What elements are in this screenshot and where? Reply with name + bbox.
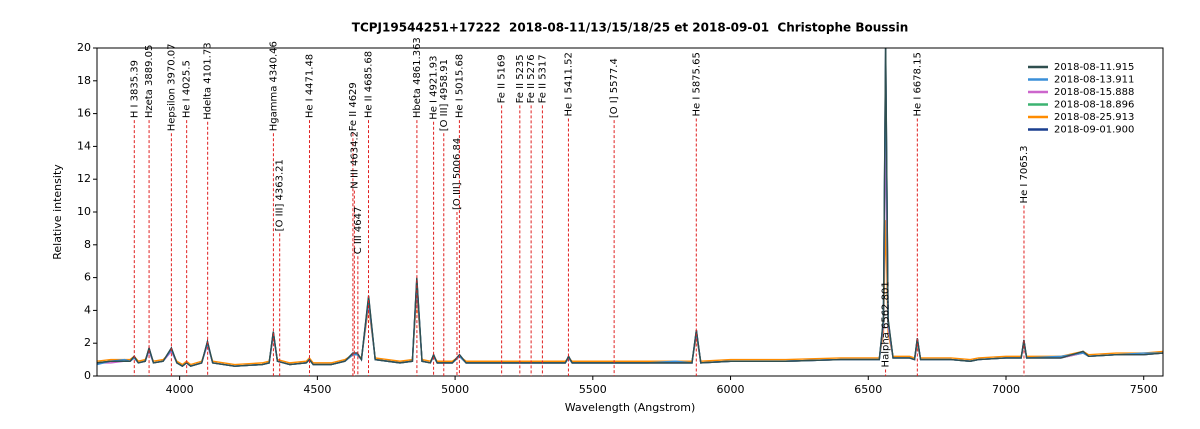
legend-label: 2018-08-13.911: [1054, 75, 1134, 86]
y-axis-label: Relative intensity: [51, 164, 64, 260]
y-tick-label: 10: [77, 205, 91, 218]
annotation-label: He I 5015.68: [454, 54, 465, 118]
x-tick-label: 5000: [441, 383, 469, 396]
annotation-label: [O III] 4958.91: [439, 59, 450, 131]
legend-label: 2018-08-18.896: [1054, 100, 1134, 111]
annotation-label: [O I] 5577.4: [609, 58, 620, 118]
spectrum-line: [97, 48, 1163, 368]
annotation-label: [O III] 4363.21: [275, 159, 286, 231]
annotation-label: Hbeta 4861.363: [412, 37, 423, 118]
y-tick-label: 2: [84, 336, 91, 349]
legend-label: 2018-08-25.913: [1054, 112, 1134, 123]
legend-label: 2018-08-11.915: [1054, 62, 1134, 73]
y-tick-label: 6: [84, 271, 91, 284]
series-group: [97, 48, 1163, 368]
annotation-label: He I 4471.48: [305, 54, 316, 118]
y-tick-label: 20: [77, 41, 91, 54]
annotation-label: He I 5875.65: [691, 52, 702, 116]
x-tick-label: 7000: [992, 383, 1020, 396]
chart-title: TCPJ19544251+17222 2018-08-11/13/15/18/2…: [352, 21, 908, 35]
annotation-label: Fe II 4629: [348, 82, 359, 131]
annotation-label: Hepsilon 3970.07: [166, 43, 177, 131]
x-tick-label: 7500: [1130, 383, 1158, 396]
y-tick-label: 14: [77, 139, 91, 152]
annotation-label: C III 4647: [353, 207, 364, 255]
annotation-label: Hgamma 4340.46: [268, 41, 279, 131]
annotation-label: He I 4921.93: [429, 55, 440, 119]
annotation-label: [O III] 5006.84: [452, 138, 463, 210]
y-tick-label: 18: [77, 74, 91, 87]
x-tick-label: 4500: [303, 383, 331, 396]
annotation-label: Hdelta 4101.73: [203, 42, 214, 119]
annotation-label: Hzeta 3889.05: [144, 45, 155, 119]
x-tick-label: 6500: [854, 383, 882, 396]
plot-area: [97, 48, 1163, 368]
annotation-label: N III 4634.2: [349, 131, 360, 189]
annotation-label: He I 6678.15: [912, 52, 923, 116]
y-tick-label: 0: [84, 369, 91, 382]
annotation-label: He I 5411.52: [563, 52, 574, 116]
annotation-label: Fe II 5276: [526, 54, 537, 103]
annotation-label: Fe II 5235: [515, 54, 526, 103]
legend-label: 2018-08-15.888: [1054, 87, 1134, 98]
y-tick-label: 8: [84, 238, 91, 251]
annotation-label: Fe II 5317: [537, 54, 548, 103]
x-axis-label: Wavelength (Angstrom): [565, 401, 696, 414]
x-tick-label: 5500: [579, 383, 607, 396]
annotation-label: H I 3835.39: [129, 60, 140, 118]
y-tick-label: 4: [84, 303, 91, 316]
annotation-label: Halpha 6562.801: [881, 281, 892, 367]
annotation-label: He I 7065.3: [1019, 145, 1030, 203]
annotation-label: He I 4025.5: [182, 60, 193, 118]
annotation-label: He II 4685.68: [364, 51, 375, 118]
x-tick-label: 4000: [166, 383, 194, 396]
legend-label: 2018-09-01.900: [1054, 125, 1134, 136]
y-tick-label: 16: [77, 107, 91, 120]
y-tick-label: 12: [77, 172, 91, 185]
annotation-label: Fe II 5169: [497, 54, 508, 103]
x-tick-label: 6000: [717, 383, 745, 396]
